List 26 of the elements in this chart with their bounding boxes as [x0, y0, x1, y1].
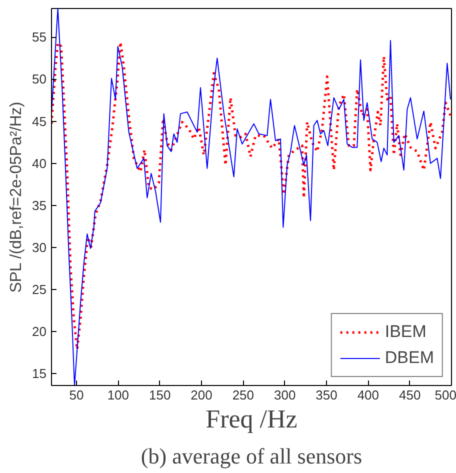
y-tick-label: 40: [32, 156, 47, 171]
x-tick-label: 250: [232, 388, 254, 402]
x-axis-title: Freq /Hz: [206, 404, 298, 434]
y-tick-label: 25: [32, 282, 47, 298]
x-tick-label: 350: [316, 388, 338, 402]
line-series: [52, 40, 452, 351]
text: (b) average of all sensors: [140, 444, 362, 468]
y-tick-label: 55: [32, 30, 47, 45]
y-tick-label: 35: [32, 198, 47, 213]
legend-label: DBEM: [384, 348, 434, 368]
y-tick-label: 15: [32, 366, 47, 382]
x-tick-label: 500: [434, 388, 456, 402]
line-series: [52, 8, 451, 386]
x-tick-label: 300: [274, 388, 296, 402]
x-tick-label: 150: [148, 388, 171, 402]
x-tick-label: 100: [107, 388, 130, 402]
x-tick-label: 400: [357, 388, 380, 402]
y-tick-label: 50: [32, 72, 47, 87]
y-tick-label: 20: [32, 324, 47, 340]
x-tick-label: 50: [69, 388, 84, 402]
x-tick-label: 450: [398, 388, 421, 402]
y-axis-title: SPL /(dB,ref=2e-05Pa²/Hz): [8, 102, 26, 293]
x-tick-label: 200: [190, 388, 212, 402]
y-tick-label: 45: [32, 114, 47, 129]
y-tick-label: 30: [32, 240, 47, 255]
legend-label: IBEM: [384, 322, 426, 342]
